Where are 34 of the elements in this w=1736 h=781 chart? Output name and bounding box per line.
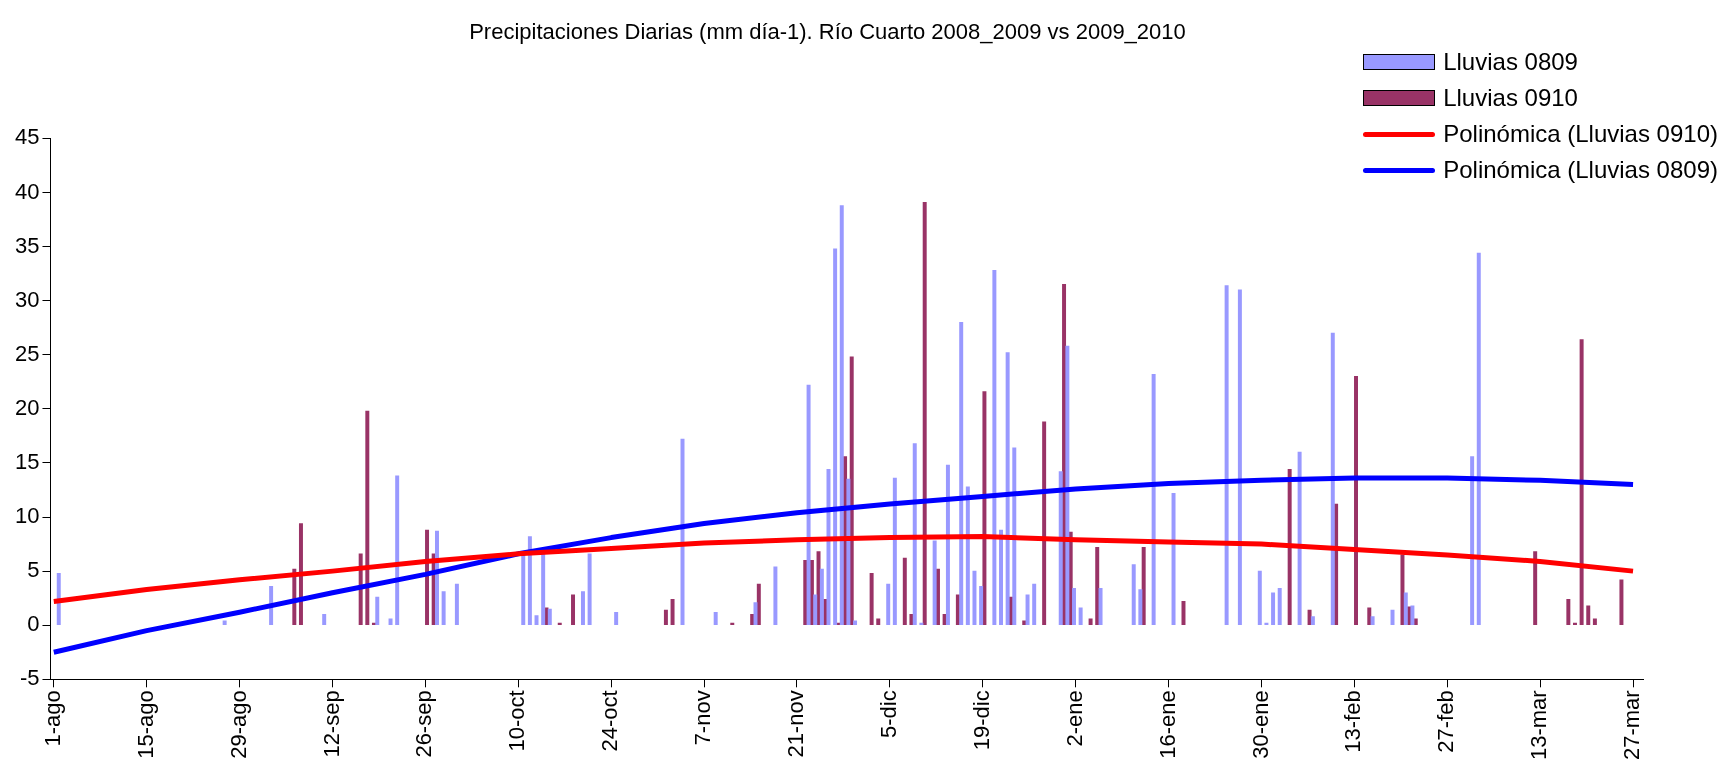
y-tick-label: 10 <box>14 503 40 529</box>
x-tick-label: 16-ene <box>1154 690 1180 759</box>
x-tick-label: 13-mar <box>1526 690 1552 760</box>
x-tick-label: 30-ene <box>1247 690 1273 759</box>
x-tick-label: 27-mar <box>1619 690 1645 760</box>
x-tick-label: 15-ago <box>132 690 158 759</box>
y-tick-label: 15 <box>14 449 40 475</box>
y-tick-label: 35 <box>14 232 40 258</box>
x-tick-label: 19-dic <box>968 690 994 751</box>
x-tick-label: 12-sep <box>318 690 344 758</box>
x-tick-label: 7-nov <box>690 690 716 746</box>
y-tick-label: 20 <box>14 394 40 420</box>
y-tick-label: 45 <box>14 124 40 150</box>
y-tick-label: 30 <box>14 286 40 312</box>
x-tick-label: 27-feb <box>1433 690 1459 753</box>
y-tick-label: 0 <box>27 611 40 637</box>
x-tick-label: 21-nov <box>783 690 809 758</box>
legend-label: Polinómica (Lluvias 0809) <box>1443 156 1718 184</box>
x-tick-label: 29-ago <box>225 690 251 759</box>
x-tick-label: 24-oct <box>597 690 623 752</box>
y-tick-label: 25 <box>14 340 40 366</box>
x-tick-label: 1-ago <box>39 690 65 747</box>
y-tick-label: 5 <box>27 557 40 583</box>
legend-label: Polinómica (Lluvias 0910) <box>1443 120 1718 148</box>
x-tick-label: 5-dic <box>875 690 901 738</box>
legend-label: Lluvias 0809 <box>1443 48 1578 76</box>
y-tick-label: -5 <box>19 665 40 691</box>
x-tick-label: 2-ene <box>1061 690 1087 747</box>
chart-title: Precipitaciones Diarias (mm día-1). Río Cuarto 2008_2009 vs 2009_2010 <box>469 19 1186 45</box>
x-tick-label: 10-oct <box>504 690 530 752</box>
x-tick-label: 13-feb <box>1340 690 1366 753</box>
x-tick-label: 26-sep <box>411 690 437 758</box>
legend-label: Lluvias 0910 <box>1443 84 1578 112</box>
y-tick-label: 40 <box>14 178 40 204</box>
